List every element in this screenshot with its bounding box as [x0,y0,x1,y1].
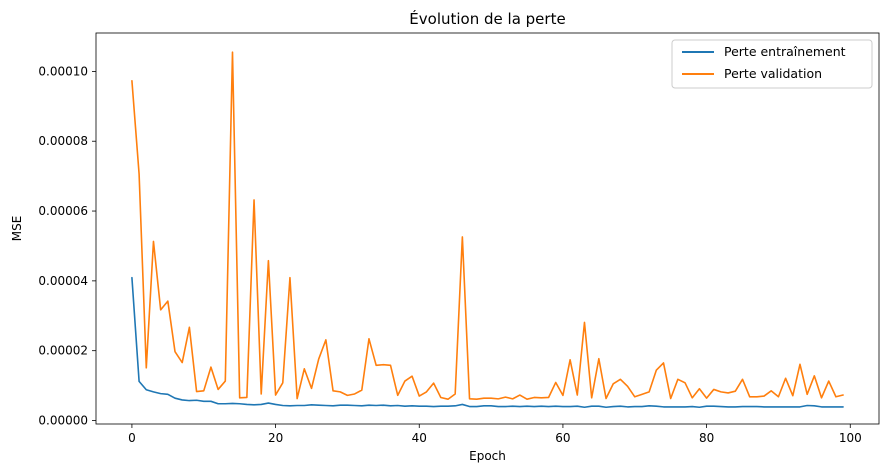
x-axis-ticks: 0 20 40 60 80 100 [128,424,862,445]
y-tick-label: 0.00008 [38,134,88,148]
legend-label-train: Perte entraînement [724,44,846,59]
x-tick-label: 20 [268,431,283,445]
y-axis-ticks: 0.00000 0.00002 0.00004 0.00006 0.00008 0.000… [38,64,96,428]
x-axis-label: Epoch [469,449,506,463]
series-line-validation [131,51,844,401]
legend: Perte entraînement Perte validation [671,39,873,89]
y-tick-label: 0.00000 [38,414,88,428]
chart-title: Évolution de la perte [409,9,565,28]
x-tick-label: 40 [412,431,427,445]
plot-area [95,32,880,425]
series-line-train [131,276,844,409]
legend-label-validation: Perte validation [724,66,822,81]
y-tick-label: 0.00002 [38,344,88,358]
y-tick-label: 0.00006 [38,204,88,218]
x-tick-label: 0 [128,431,136,445]
x-tick-label: 60 [555,431,570,445]
y-axis-label: MSE [10,216,24,242]
x-tick-label: 100 [839,431,862,445]
x-tick-label: 80 [699,431,714,445]
legend-box [671,39,873,89]
y-tick-label: 0.00010 [38,64,88,78]
series-lines [131,51,844,409]
y-tick-label: 0.00004 [38,274,88,288]
